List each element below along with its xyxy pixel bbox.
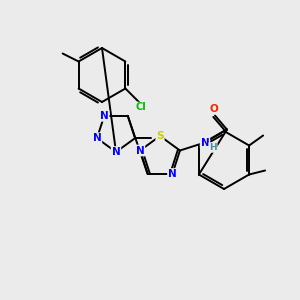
Text: N: N	[201, 137, 209, 148]
Text: N: N	[112, 147, 120, 157]
Text: N: N	[100, 111, 109, 121]
Text: H: H	[209, 143, 217, 152]
Text: O: O	[210, 103, 218, 113]
Text: Cl: Cl	[135, 103, 146, 112]
Text: N: N	[93, 133, 101, 143]
Text: S: S	[156, 131, 164, 141]
Text: N: N	[168, 169, 177, 179]
Text: N: N	[136, 146, 144, 155]
